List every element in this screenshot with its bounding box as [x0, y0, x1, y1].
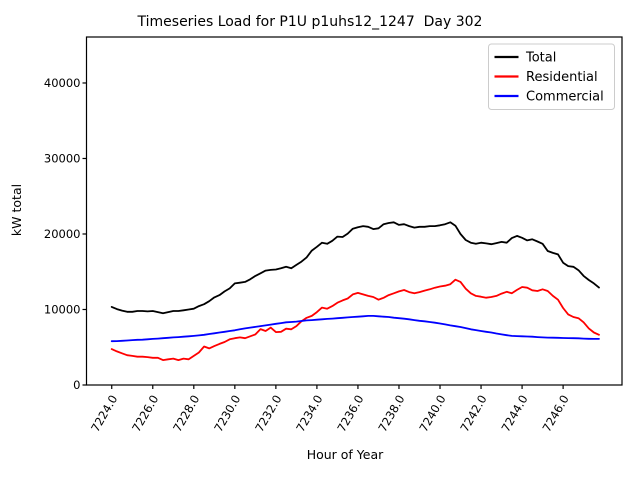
y-tick-label: 40000 — [44, 76, 81, 90]
legend-box — [488, 43, 615, 110]
axes-frame — [85, 36, 623, 386]
x-tick-label: 7228.0 — [170, 393, 202, 435]
y-tick-label: 10000 — [44, 302, 81, 316]
y-axis-label: kW total — [9, 184, 24, 236]
x-tick-label: 7230.0 — [211, 393, 243, 435]
x-tick-label: 7240.0 — [416, 393, 448, 435]
x-tick-label: 7236.0 — [334, 393, 366, 435]
legend-label-residential: Residential — [526, 70, 598, 85]
series-line-total — [110, 221, 600, 315]
x-tick-label: 7244.0 — [498, 393, 530, 435]
legend-label-commercial: Commercial — [526, 90, 604, 105]
x-axis-label: Hour of Year — [307, 447, 384, 462]
x-tick-label: 7234.0 — [293, 393, 325, 435]
series-line-residential — [110, 278, 600, 362]
x-tick-label: 7238.0 — [375, 393, 407, 435]
y-tick-label: 30000 — [44, 151, 81, 165]
x-tick-label: 7242.0 — [457, 392, 489, 434]
x-tick-label: 7232.0 — [252, 393, 284, 435]
y-tick-label: 20000 — [44, 227, 81, 241]
y-tick-label: 0 — [73, 378, 80, 392]
series-line-commercial — [110, 314, 600, 343]
chart-title: Timeseries Load for P1U p1uhs12_1247 Day… — [137, 14, 483, 30]
x-tick-label: 7224.0 — [88, 393, 120, 435]
legend-label-total: Total — [525, 51, 556, 66]
x-tick-label: 7226.0 — [129, 393, 161, 435]
x-tick-label: 7246.0 — [539, 393, 571, 435]
plot-area: 7224.0 7226.0 7228.0 7230.0 7232.0 7234.0 7236… — [44, 36, 623, 435]
